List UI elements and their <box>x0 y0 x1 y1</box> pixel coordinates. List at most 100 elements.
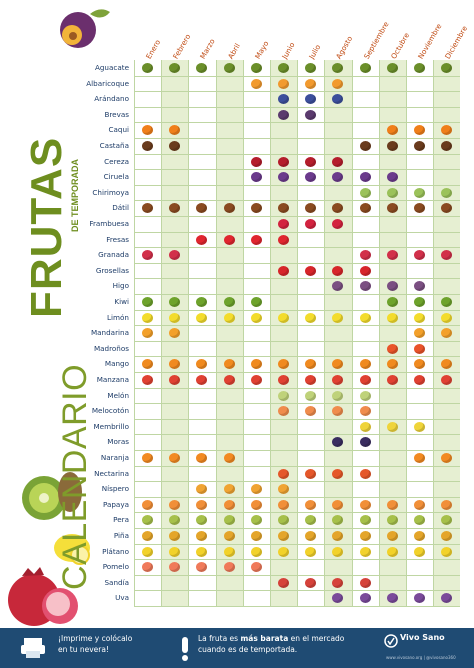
fruit-marker <box>278 265 289 276</box>
fruit-marker <box>305 406 317 417</box>
row-divider <box>134 309 461 311</box>
fruit-marker <box>332 468 344 479</box>
fruit-marker <box>278 94 289 105</box>
brand-name: Vivo Sano <box>400 633 445 642</box>
fruit-marker <box>359 203 371 214</box>
fruit-marker <box>278 234 289 245</box>
fruit-marker <box>332 375 344 385</box>
fruit-marker <box>441 250 453 261</box>
footer-tip-line2: cuando es de temportada. <box>198 645 298 654</box>
vivosano-logo-icon <box>384 634 398 648</box>
fruit-marker <box>305 531 317 541</box>
fruit-marker <box>223 297 235 307</box>
fruit-marker <box>142 546 153 557</box>
fruit-marker <box>359 421 371 432</box>
fruit-marker <box>359 250 371 261</box>
fruit-marker <box>386 141 398 151</box>
fruit-marker <box>441 328 453 339</box>
fruit-marker <box>441 453 453 463</box>
row-divider <box>134 543 461 545</box>
footer-tip-part-a: La fruta es <box>198 634 241 643</box>
fruit-marker <box>142 141 153 151</box>
fruit-marker <box>359 187 371 198</box>
fruit-marker <box>169 515 181 526</box>
fruit-marker <box>223 531 235 541</box>
fruit-marker <box>359 577 371 588</box>
fruit-label: Pera <box>113 515 129 525</box>
fruit-marker <box>142 499 153 510</box>
fruit-marker <box>278 390 289 401</box>
fruit-marker <box>414 515 425 526</box>
row-divider <box>134 356 461 358</box>
fruit-marker <box>386 375 398 385</box>
fruit-marker <box>414 125 425 136</box>
fruit-marker <box>169 141 181 151</box>
fruit-marker <box>332 359 344 370</box>
fruit-marker <box>142 125 153 136</box>
footer-tip-line1: La fruta es más barata en el mercado <box>198 633 344 644</box>
month-column <box>188 60 216 606</box>
fruit-label: Castaña <box>99 141 129 150</box>
fruit-marker <box>196 203 208 214</box>
fruit-marker <box>278 312 289 323</box>
fruit-label: Brevas <box>104 109 129 119</box>
fruit-marker <box>386 125 398 136</box>
fruit-marker <box>305 63 317 73</box>
fruit-marker <box>142 515 153 526</box>
fruit-marker <box>414 531 425 541</box>
fruit-marker <box>142 359 153 370</box>
fruit-marker <box>305 203 317 214</box>
fruit-marker <box>169 297 181 307</box>
fruit-label: Plátano <box>102 546 129 556</box>
fruit-marker <box>196 234 208 245</box>
fruit-marker <box>305 577 317 588</box>
fruit-label: Moras <box>107 437 129 447</box>
row-divider <box>134 262 461 264</box>
fruit-marker <box>386 63 398 73</box>
fruit-marker <box>278 63 289 73</box>
fruit-marker <box>332 531 344 541</box>
fruit-label: Higo <box>112 281 129 291</box>
fruit-marker <box>223 63 235 73</box>
fruit-marker <box>142 328 153 339</box>
row-divider <box>134 169 461 171</box>
title-vertical: CALENDARIO <box>56 363 94 590</box>
footer-print-text: ¡Imprime y colócalo en tu nevera! <box>58 633 132 655</box>
fruit-marker <box>386 172 398 183</box>
fruit-marker <box>223 562 235 573</box>
fruit-marker <box>169 312 181 323</box>
fruit-marker <box>305 468 317 479</box>
fruit-marker <box>332 593 344 604</box>
fruit-marker <box>386 531 398 541</box>
footer-tip-text: La fruta es más barata en el mercado cua… <box>198 633 344 655</box>
row-divider <box>134 606 461 607</box>
fruit-marker <box>441 203 453 214</box>
title-main: CALENDARIO <box>56 363 94 590</box>
printer-icon <box>21 638 45 658</box>
fruit-marker <box>332 156 344 167</box>
fruit-marker <box>386 203 398 214</box>
fruit-marker <box>142 312 153 323</box>
fruit-marker <box>332 78 344 89</box>
fruit-marker <box>332 499 344 510</box>
fruit-marker <box>305 359 317 370</box>
fruit-marker <box>250 375 262 385</box>
fruit-label: Uva <box>115 593 129 603</box>
footer-bar <box>0 628 474 668</box>
kiwi-illustration <box>22 472 82 520</box>
fruit-marker <box>414 593 425 604</box>
fruit-marker <box>386 515 398 526</box>
fruit-marker <box>278 406 289 417</box>
fruit-marker <box>142 453 153 463</box>
fruit-marker <box>250 484 262 495</box>
fruit-marker <box>441 187 453 198</box>
fruit-marker <box>386 343 398 354</box>
fruit-marker <box>305 546 317 557</box>
fruit-marker <box>250 78 262 89</box>
fruit-marker <box>250 312 262 323</box>
fruit-marker <box>305 109 317 120</box>
footer-tip-bold: más barata <box>240 634 289 643</box>
fruit-marker <box>332 172 344 183</box>
